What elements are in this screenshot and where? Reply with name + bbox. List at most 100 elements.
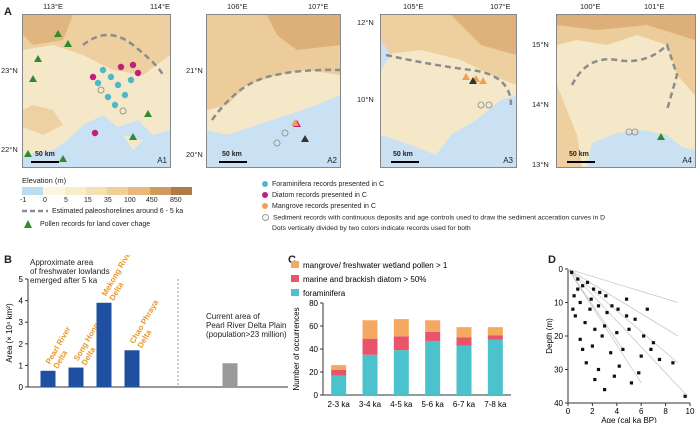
chart-d-xtick-label: 4 [615,407,620,416]
chart-c-bar-segment [331,365,347,370]
map-a4-xtick-2: 101°E [644,2,665,11]
chart-d-xtick-label: 0 [566,407,571,416]
chart-b-annotation-left: Approximate area of freshwater lowlands … [30,258,110,285]
chart-d-point [584,361,588,365]
chart-c-xtick-label: 6-7 ka [453,400,476,409]
map-a3-drawing [381,15,516,167]
legend-diatom-label: Diatom records presented in C [272,192,367,199]
map-a2-scale: 50 km [222,151,242,158]
chart-c-bar-segment [362,354,378,395]
legend-sediment-label: Sediment records with continuous deposit… [273,214,606,222]
elev-tick-6: 100 [124,197,136,204]
chart-c-bar-segment [487,339,503,395]
chart-c-xtick-label: 5-6 ka [422,400,445,409]
chart-d-point [683,394,687,398]
legend-mangrove: Mangrove records presented in C [262,203,376,210]
chart-d-point [576,277,580,281]
map-a1-ytick-1: 23°N [1,66,18,75]
chart-d-point [598,290,602,295]
chart-d-point [571,307,575,311]
chart-c-ytick-label: 20 [309,368,318,377]
chart-b-bar [40,370,56,387]
elevation-title: Elevation (m) [22,176,67,185]
chart-d-curve [567,268,688,397]
chart-d-point [596,304,601,308]
panel-c-label: C [288,254,296,266]
chart-b-ytick-label: 2 [19,340,24,349]
chart-c-bar-segment [456,327,472,338]
elev-tick-1: -1 [20,197,27,204]
chart-b-ytick-label: 4 [19,297,24,306]
chart-d-xtick-label: 6 [639,407,644,416]
map-a4-ytick-3: 13°N [532,160,549,169]
colorbar-swatch-7 [149,187,171,195]
map-a2-ytick-2: 20°N [186,150,203,159]
chart-b-annotation-left-line-2: of freshwater lowlands [30,267,110,276]
map-a4: 50 km A4 [556,14,696,168]
map-a2-xtick-2: 107°E [308,2,329,11]
triangle-icon [24,220,32,228]
elev-tick-5: 35 [104,197,112,204]
map-a3-id: A3 [503,156,513,165]
chart-b-annotation-left-line-3: emerged after 5 ka [30,276,98,285]
chart-c-bar-segment [487,327,503,336]
map-a4-scale: 50 km [569,151,589,158]
legend-foraminifera: Foraminifera records presented in C [262,181,384,188]
map-a2: 50 km A2 [206,14,341,168]
chart-d-point [578,337,582,341]
chart-d-point [657,357,662,362]
elev-tick-2: 0 [43,197,47,204]
chart-c-legend-label: foraminifera [303,289,346,298]
chart-c-xtick-label: 7-8 ka [484,400,507,409]
diatom-dot-icon [262,192,268,199]
chart-b-annotation-left-line-1: Approximate area [30,258,94,267]
chart-d-point [610,304,614,308]
chart-d-point [617,364,621,368]
map-a3: 50 km A3 [380,14,517,168]
chart-d-point [573,314,577,318]
chart-c-bar-segment [425,320,441,332]
chart-c: 0 20 40 60 80 Number of occurrences 2-3 ka 3-4 … [291,261,511,409]
legend-foraminifera-label: Foraminifera records presented in C [272,181,385,188]
legend-pollen-label: Pollen records for land cover chage [40,220,151,228]
chart-c-legend-swatch [291,289,299,296]
chart-d-point [671,361,675,365]
panel-a-label: A [4,6,12,18]
map-a3-ytick-2: 10°N [357,95,374,104]
chart-b-ytick-label: 1 [19,361,24,370]
legend-mangrove-label: Mangrove records presented in C [272,203,376,210]
chart-d-point [583,321,587,325]
chart-d-ytick-label: 20 [554,332,563,341]
chart-d-point [609,351,613,355]
map-a2-id: A2 [327,156,337,165]
chart-d-xlabel: Age (cal ka BP) [601,416,657,423]
chart-d-point [624,297,629,301]
map-a4-xtick-1: 100°E [580,2,601,11]
chart-d-ytick-label: 40 [554,399,563,408]
colorbar-swatch-6 [128,187,150,195]
chart-d-ytick-label: 30 [554,366,563,375]
chart-d-point [589,297,593,301]
chart-d-xtick-label: 8 [663,407,668,416]
foraminifera-dot-icon [262,181,268,188]
legend-sediment: Sediment records with continuous deposit… [262,214,605,221]
map-a1-xtick-1: 113°E [43,2,63,11]
chart-b-bar-label: Chao PhrayaDelta [128,298,168,350]
chart-c-bar-segment [362,320,378,339]
legend-dots-note: Dots vertically divided by two colors in… [272,225,471,232]
chart-c-bar-segment [456,345,472,395]
chart-c-ytick-label: 80 [309,299,318,308]
colorbar-swatch-3 [64,187,86,195]
legend-shoreline: Estimated paleoshorelines around 6 - 5 k… [22,208,183,215]
chart-c-ytick-label: 0 [314,391,319,400]
map-a1-drawing [23,15,170,167]
chart-d-point [588,307,592,311]
chart-d-point [581,347,585,351]
chart-b-ytick-label: 0 [19,383,24,392]
chart-c-legend-label: mangrove/ freshwater wetland pollen > 1 [303,261,448,270]
chart-d-point [578,300,582,305]
map-a2-xtick-1: 106°E [227,2,248,11]
sediment-circle-icon [262,214,269,221]
map-a3-ytick-1: 12°N [357,18,374,27]
